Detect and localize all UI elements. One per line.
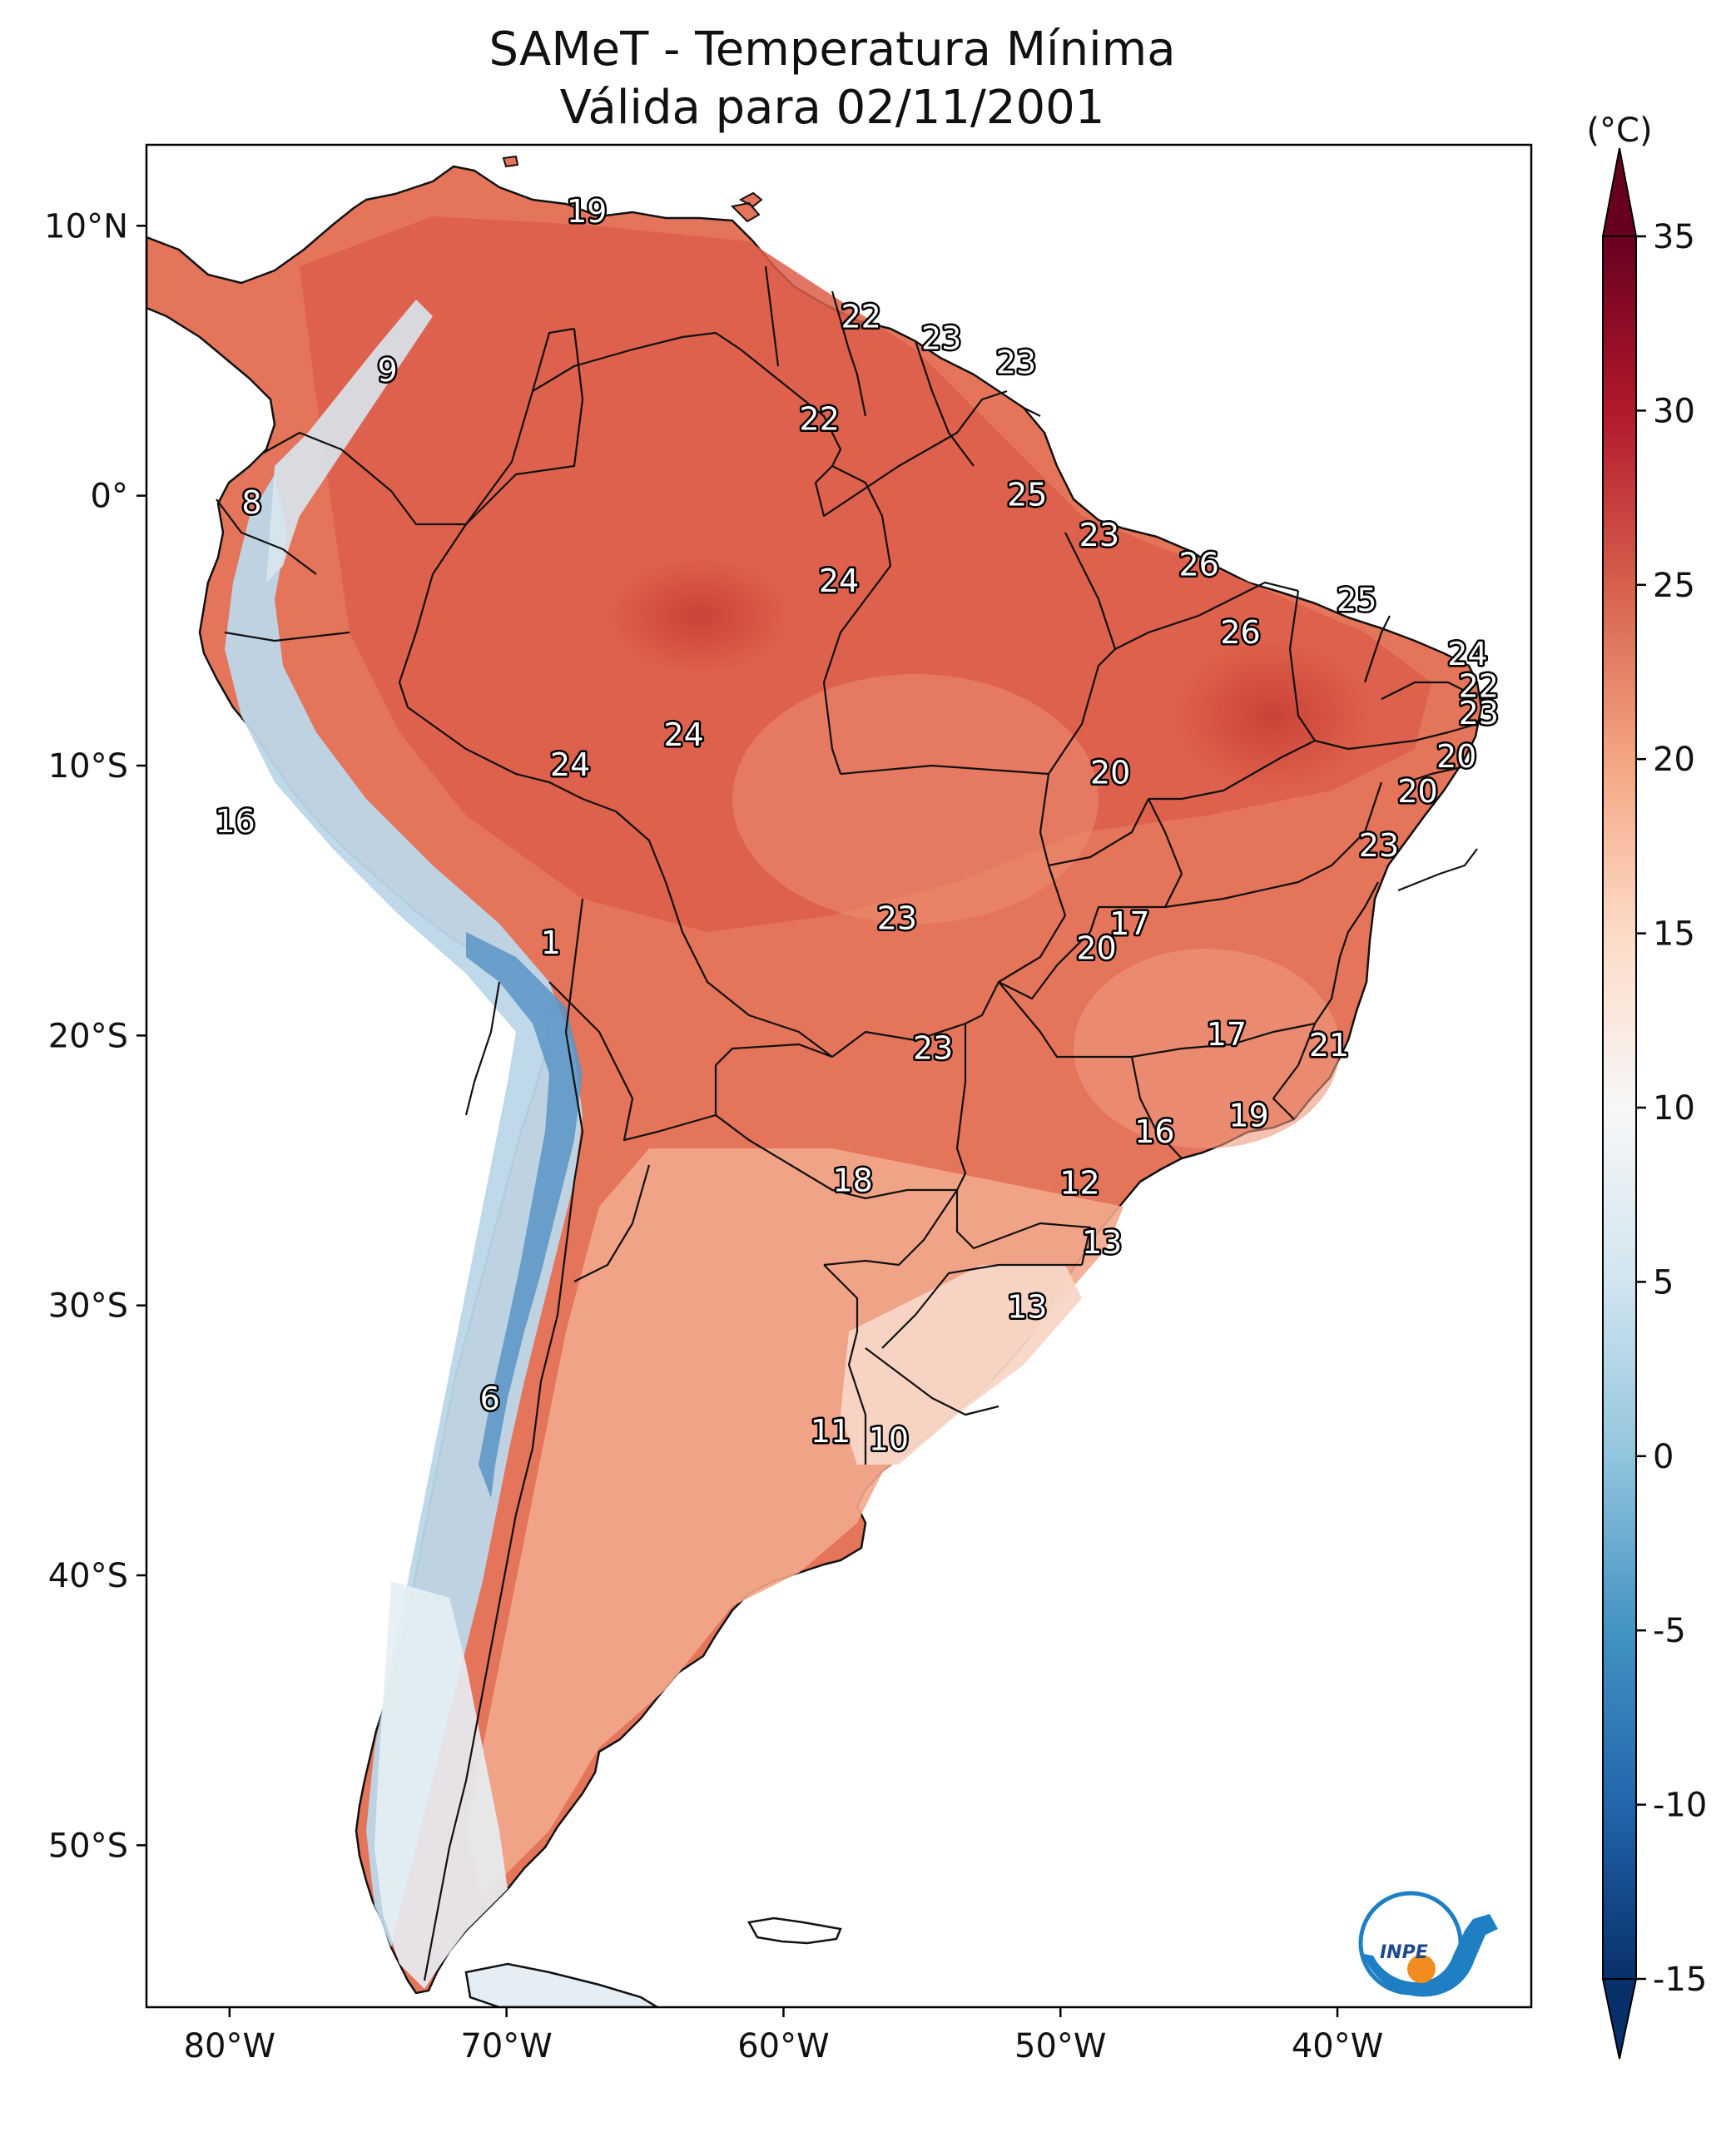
station-temperature-label: 18 bbox=[832, 1162, 872, 1198]
colorbar-tick-label: 25 bbox=[1653, 567, 1695, 605]
station-temperature-label: 25 bbox=[1337, 582, 1376, 618]
station-temperature-label: 12 bbox=[1059, 1164, 1099, 1201]
freezing-zone-altiplano bbox=[466, 932, 583, 1498]
colorbar-tick-label: 30 bbox=[1653, 392, 1695, 430]
colorbar-tick-label: 0 bbox=[1653, 1438, 1674, 1476]
station-temperature-label: 26 bbox=[1178, 547, 1218, 583]
station-temperature-label: 1 bbox=[541, 925, 561, 961]
station-temperature-label: 22 bbox=[841, 298, 880, 335]
station-temperature-label: 23 bbox=[877, 900, 917, 937]
lat-tick-label: 10°S bbox=[48, 747, 128, 786]
hot-spot-amazonas bbox=[608, 558, 791, 674]
station-temperature-label: 26 bbox=[1220, 614, 1260, 651]
colorbar-tick-label: -10 bbox=[1653, 1787, 1707, 1825]
lat-tick-label: 0° bbox=[91, 478, 128, 516]
station-temperature-label: 16 bbox=[1134, 1113, 1174, 1150]
station-temperature-label: 22 bbox=[800, 401, 840, 438]
colorbar-tick-label: 15 bbox=[1653, 915, 1695, 954]
logo-orange-dot bbox=[1407, 1955, 1436, 1983]
political-borders bbox=[216, 265, 1478, 1981]
colorbar-top-arrow bbox=[1601, 147, 1638, 237]
lon-tick-label: 50°W bbox=[1014, 2027, 1106, 2065]
station-temperature-label: 13 bbox=[1007, 1289, 1047, 1326]
station-temperature-label: 23 bbox=[913, 1029, 953, 1066]
falklands bbox=[747, 1916, 842, 1945]
station-temperature-label: 9 bbox=[377, 352, 397, 389]
colorbar-unit: (°C) bbox=[1586, 112, 1652, 150]
hot-spot-northeast bbox=[1173, 641, 1373, 791]
station-temperature-label: 17 bbox=[1207, 1016, 1247, 1053]
station-temperature-label: 24 bbox=[663, 717, 703, 753]
station-temperature-label: 16 bbox=[215, 803, 255, 840]
station-temperature-label: 24 bbox=[819, 563, 859, 599]
colorbar-tick-label: -5 bbox=[1653, 1612, 1686, 1650]
tierra-del-fuego bbox=[464, 1962, 660, 2007]
cold-zone-northern-andes bbox=[266, 300, 433, 583]
station-temperature-label: 17 bbox=[1109, 905, 1149, 942]
station-temperature-label: 20 bbox=[1436, 738, 1476, 775]
inpe-logo: INPE bbox=[1358, 1891, 1498, 1997]
colorbar-gradient bbox=[1602, 236, 1637, 1980]
cool-zone-rio-grande bbox=[841, 1265, 1082, 1465]
lat-tick-label: 40°S bbox=[48, 1557, 128, 1595]
map-title-line1: SAMeT - Temperatura Mínima bbox=[489, 22, 1175, 77]
station-temperature-label: 24 bbox=[1447, 636, 1487, 672]
cool-zone-patagonia bbox=[374, 1581, 508, 1989]
station-temperature-label: 19 bbox=[1228, 1097, 1268, 1133]
lat-tick-label: 10°N bbox=[44, 207, 128, 245]
station-temperature-label: 23 bbox=[1079, 517, 1119, 553]
station-temperature-label: 23 bbox=[996, 344, 1036, 380]
lon-tick-label: 40°W bbox=[1292, 2027, 1383, 2065]
mild-zone-central bbox=[732, 674, 1099, 924]
station-temperature-label: 23 bbox=[1459, 695, 1499, 731]
lon-tick-label: 70°W bbox=[460, 2027, 552, 2065]
station-temperature-label: 21 bbox=[1309, 1027, 1349, 1064]
colorbar-tick-label: 35 bbox=[1653, 218, 1695, 256]
lon-tick-label: 60°W bbox=[737, 2027, 829, 2065]
station-temperature-label: 10 bbox=[869, 1421, 909, 1458]
station-temperature-label: 23 bbox=[1359, 827, 1399, 864]
lat-tick-label: 30°S bbox=[48, 1287, 128, 1326]
station-temperature-label: 24 bbox=[550, 746, 590, 783]
station-temperature-label: 8 bbox=[241, 484, 261, 521]
map-axes: 10°N 0° 10°S 20°S 30°S 40°S 50°S 80°W 70°W 60°W 50… bbox=[44, 207, 1383, 2065]
map-title-line2: Válida para 02/11/2001 bbox=[560, 81, 1105, 135]
station-temperature-label: 23 bbox=[921, 320, 961, 356]
colorbar-tick-label: 10 bbox=[1653, 1089, 1695, 1128]
colorbar-tick-label: -15 bbox=[1653, 1961, 1707, 1999]
station-temperature-label: 6 bbox=[480, 1381, 500, 1417]
caribbean-islands bbox=[502, 155, 763, 223]
station-temperature-label: 20 bbox=[1397, 773, 1437, 810]
station-temperature-label: 20 bbox=[1076, 930, 1116, 966]
station-temperature-label: 22 bbox=[1459, 668, 1499, 705]
station-temperature-label: 13 bbox=[1082, 1224, 1122, 1261]
map-frame bbox=[145, 143, 1533, 2009]
station-temperature-label: 11 bbox=[811, 1413, 851, 1450]
logo-text: INPE bbox=[1380, 1942, 1428, 1963]
colorbar-tick-label: 5 bbox=[1653, 1263, 1674, 1302]
colorbar: (°C) 35 30 25 20 15 10 5 0 -5 -10 -15 bbox=[1586, 112, 1707, 2060]
colorbar-tick-label: 20 bbox=[1653, 741, 1695, 779]
logo-swoosh-arrow bbox=[1363, 1914, 1498, 1997]
lon-tick-label: 80°W bbox=[184, 2027, 275, 2065]
colorbar-bottom-arrow bbox=[1601, 1978, 1638, 2060]
station-temperature-label: 20 bbox=[1090, 754, 1130, 791]
station-temperature-label: 25 bbox=[1007, 476, 1047, 513]
lat-tick-label: 20°S bbox=[48, 1017, 128, 1055]
colorbar-ticks: 35 30 25 20 15 10 5 0 -5 -10 -15 bbox=[1636, 218, 1707, 1999]
station-temperature-label: 19 bbox=[567, 193, 607, 230]
lat-tick-label: 50°S bbox=[48, 1827, 128, 1865]
